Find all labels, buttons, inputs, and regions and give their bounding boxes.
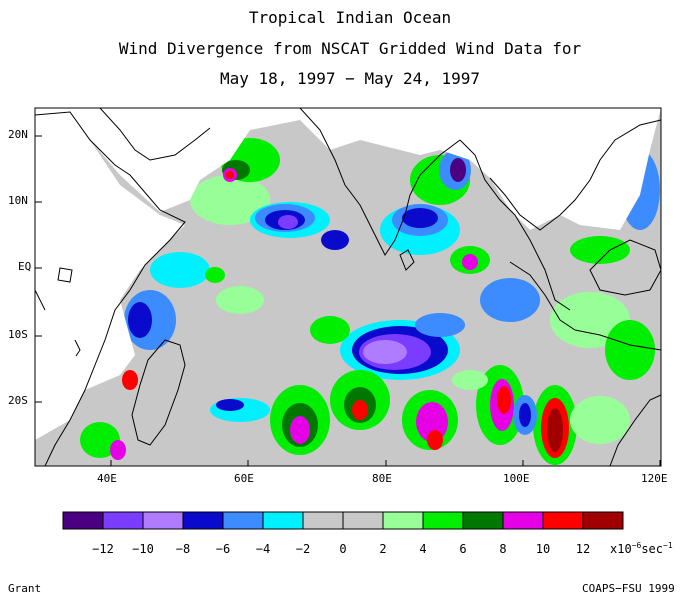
colorbar-tick-label: −10	[132, 542, 154, 556]
colorbar-swatch	[62, 511, 104, 530]
colorbar-swatch	[262, 511, 304, 530]
map-frame	[34, 107, 662, 467]
y-tick-label: 20S	[8, 394, 28, 407]
x-tick-label: 80E	[372, 472, 392, 485]
y-tick-label: 20N	[8, 128, 28, 141]
colorbar-units: x10−6sec−1	[610, 541, 673, 556]
colorbar-tick-label: −8	[175, 542, 191, 556]
colorbar-tick-label: 8	[499, 542, 507, 556]
colorbar-tick-label: −2	[295, 542, 311, 556]
map-plot	[34, 107, 662, 467]
coastlines	[35, 108, 661, 466]
colorbar-swatch	[302, 511, 344, 530]
x-tick-label: 100E	[503, 472, 530, 485]
y-tick-label: 10N	[8, 194, 28, 207]
colorbar-swatch	[182, 511, 224, 530]
colorbar-swatch	[462, 511, 504, 530]
title-line-3: May 18, 1997 − May 24, 1997	[219, 69, 481, 88]
colorbar-tick-label: −4	[255, 542, 271, 556]
x-tick-label: 60E	[234, 472, 254, 485]
title-line-1: Tropical Indian Ocean	[248, 8, 452, 27]
footer-left: Grant	[8, 582, 42, 595]
colorbar-swatch	[222, 511, 264, 530]
axis-ticks	[35, 135, 661, 466]
colorbar-swatch	[102, 511, 144, 530]
x-tick-label: 40E	[97, 472, 117, 485]
y-tick-label: EQ	[18, 260, 32, 273]
colorbar-tick-label: 6	[459, 542, 467, 556]
colorbar-tick-label: 12	[575, 542, 591, 556]
y-tick-label: 10S	[8, 328, 28, 341]
colorbar-tick-label: 2	[379, 542, 387, 556]
colorbar-swatch	[542, 511, 584, 530]
footer-right: COAPS−FSU 1999	[582, 582, 675, 595]
colorbar-swatch	[142, 511, 184, 530]
colorbar-swatch	[342, 511, 384, 530]
colorbar-swatch	[382, 511, 424, 530]
colorbar-tick-label: 0	[339, 542, 347, 556]
colorbar-tick-label: 10	[535, 542, 551, 556]
title-line-2: Wind Divergence from NSCAT Gridded Wind …	[118, 39, 582, 58]
colorbar	[62, 511, 624, 530]
colorbar-swatch	[422, 511, 464, 530]
colorbar-tick-label: 4	[419, 542, 427, 556]
colorbar-tick-label: −6	[215, 542, 231, 556]
colorbar-tick-label: −12	[92, 542, 114, 556]
colorbar-swatch	[582, 511, 624, 530]
colorbar-swatch	[502, 511, 544, 530]
x-tick-label: 120E	[641, 472, 668, 485]
